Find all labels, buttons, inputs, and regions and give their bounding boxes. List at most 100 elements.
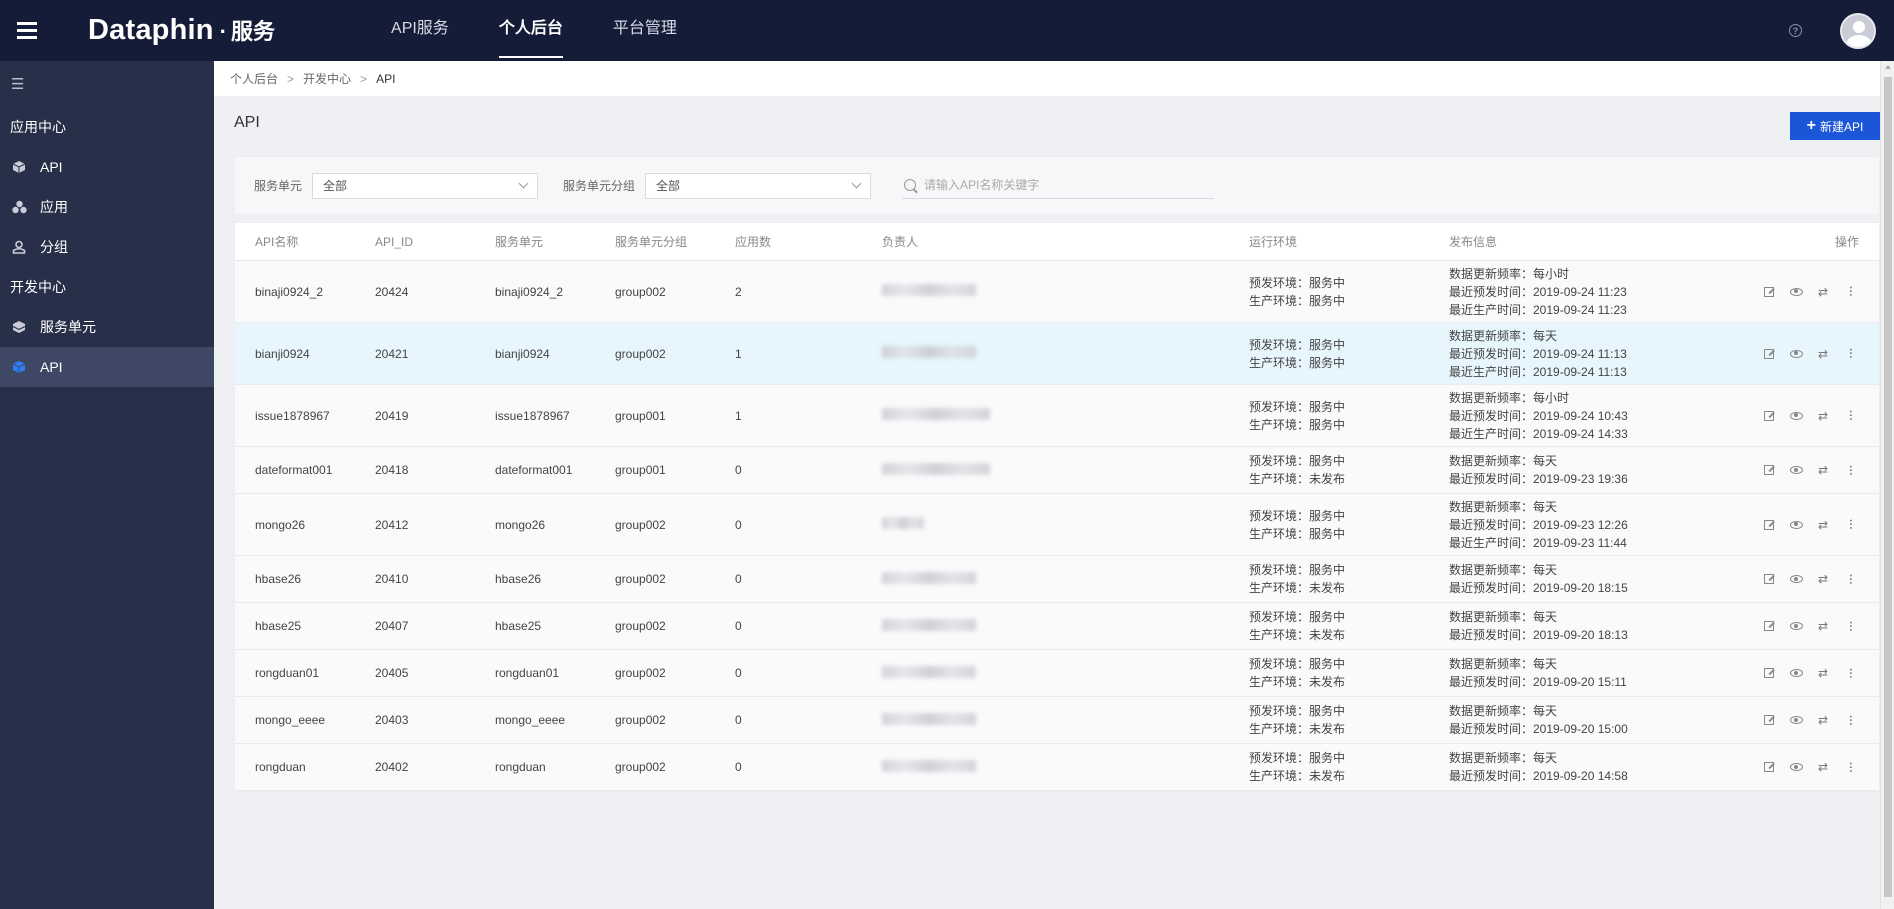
table-row[interactable]: mongo26 20412 mongo26 group002 0 预发环境：服务中 生产环境… bbox=[235, 494, 1879, 556]
swap-icon[interactable]: ⇄ bbox=[1817, 572, 1829, 586]
eye-icon[interactable] bbox=[1789, 409, 1803, 423]
edit-icon[interactable] bbox=[1762, 572, 1776, 586]
swap-icon[interactable]: ⇄ bbox=[1817, 408, 1829, 423]
sidebar-item-api-dev[interactable]: API bbox=[0, 347, 214, 387]
more-vertical-icon[interactable]: ··· bbox=[1844, 519, 1856, 530]
cell-api-name[interactable]: mongo_eeee bbox=[255, 713, 326, 727]
sidebar-item-group[interactable]: 分组 bbox=[0, 227, 214, 267]
table-row[interactable]: dateformat001 20418 dateformat001 group001 0… bbox=[235, 447, 1879, 494]
sidebar-item-api[interactable]: API bbox=[0, 147, 214, 187]
cell-api-name[interactable]: binaji0924_2 bbox=[255, 284, 324, 299]
publish-info: 数据更新频率：每天 bbox=[1449, 751, 1558, 765]
cell-service-unit: bianji0924 bbox=[495, 346, 550, 361]
col-header-id[interactable]: API_ID bbox=[375, 234, 414, 249]
eye-icon[interactable] bbox=[1789, 518, 1803, 532]
col-header-pub[interactable]: 发布信息 bbox=[1449, 234, 1498, 249]
cell-api-name[interactable]: mongo26 bbox=[255, 517, 306, 532]
swap-icon[interactable]: ⇄ bbox=[1817, 666, 1829, 680]
swap-icon[interactable]: ⇄ bbox=[1817, 760, 1829, 774]
col-header-name[interactable]: API名称 bbox=[255, 235, 299, 249]
more-vertical-icon[interactable]: ··· bbox=[1844, 573, 1856, 585]
cell-api-name[interactable]: hbase26 bbox=[255, 572, 302, 586]
table-row[interactable]: bianji0924 20421 bianji0924 group002 1 预发环境：服… bbox=[235, 323, 1879, 385]
edit-icon[interactable] bbox=[1762, 347, 1776, 361]
col-header-env[interactable]: 运行环境 bbox=[1249, 234, 1298, 249]
breadcrumb-item-dev-center[interactable]: 开发中心 bbox=[303, 72, 352, 86]
cell-owner bbox=[882, 618, 1249, 634]
swap-icon[interactable]: ⇄ bbox=[1817, 463, 1829, 477]
edit-icon[interactable] bbox=[1762, 285, 1776, 299]
page-scrollbar[interactable] bbox=[1880, 61, 1894, 909]
table-row[interactable]: hbase26 20410 hbase26 group002 0 预发环境：服务中 生产环境… bbox=[235, 556, 1879, 603]
cell-service-group: group002 bbox=[615, 666, 666, 680]
table-row[interactable]: hbase25 20407 hbase25 group002 0 预发环境：服务中 生产环境… bbox=[235, 603, 1879, 650]
more-vertical-icon[interactable]: ··· bbox=[1844, 714, 1856, 726]
nav-item-personal-console[interactable]: 个人后台 bbox=[498, 0, 563, 61]
swap-icon[interactable]: ⇄ bbox=[1817, 619, 1829, 633]
more-vertical-icon[interactable]: ··· bbox=[1844, 667, 1856, 679]
sidebar-item-service-unit[interactable]: 服务单元 bbox=[0, 307, 214, 347]
cell-api-name[interactable]: rongduan bbox=[255, 760, 306, 774]
cell-app-count: 0 bbox=[735, 760, 742, 774]
more-vertical-icon[interactable]: ··· bbox=[1844, 410, 1856, 421]
cell-env: 预发环境：服务中 生产环境：服务中 bbox=[1249, 336, 1449, 372]
scroll-up-arrow-icon[interactable] bbox=[1885, 65, 1891, 69]
swap-icon[interactable]: ⇄ bbox=[1817, 346, 1829, 361]
col-header-owner[interactable]: 负责人 bbox=[882, 235, 919, 249]
eye-icon[interactable] bbox=[1789, 619, 1803, 633]
edit-icon[interactable] bbox=[1762, 666, 1776, 680]
eye-icon[interactable] bbox=[1789, 572, 1803, 586]
edit-icon[interactable] bbox=[1762, 619, 1776, 633]
cell-api-name[interactable]: issue1878967 bbox=[255, 408, 330, 423]
more-vertical-icon[interactable]: ··· bbox=[1844, 348, 1856, 359]
edit-icon[interactable] bbox=[1762, 463, 1776, 477]
table-row[interactable]: rongduan01 20405 rongduan01 group002 0 预发环境：服… bbox=[235, 650, 1879, 697]
eye-icon[interactable] bbox=[1789, 463, 1803, 477]
search-input[interactable] bbox=[924, 178, 1215, 192]
table-row[interactable]: mongo_eeee 20403 mongo_eeee group002 0 预发环境：服… bbox=[235, 697, 1879, 744]
nav-item-platform-admin[interactable]: 平台管理 bbox=[612, 20, 677, 37]
more-vertical-icon[interactable]: ··· bbox=[1844, 620, 1856, 632]
help-icon[interactable]: ? bbox=[1789, 24, 1802, 37]
eye-icon[interactable] bbox=[1789, 713, 1803, 727]
table-row[interactable]: binaji0924_2 20424 binaji0924_2 group002 2 预发… bbox=[235, 261, 1879, 323]
menu-icon[interactable] bbox=[0, 0, 54, 61]
logo[interactable]: Dataphin · 服务 bbox=[88, 14, 275, 47]
new-api-button[interactable]: + 新建API bbox=[1790, 112, 1880, 140]
nav-item-api-service[interactable]: API服务 bbox=[391, 20, 449, 37]
eye-icon[interactable] bbox=[1789, 285, 1803, 299]
publish-info: 数据更新频率：每天 bbox=[1449, 610, 1558, 624]
breadcrumb-item-personal[interactable]: 个人后台 bbox=[230, 72, 279, 86]
swap-icon[interactable]: ⇄ bbox=[1817, 284, 1829, 299]
swap-icon[interactable]: ⇄ bbox=[1817, 713, 1829, 727]
cell-owner bbox=[882, 346, 1249, 361]
more-vertical-icon[interactable]: ··· bbox=[1844, 464, 1856, 476]
more-vertical-icon[interactable]: ··· bbox=[1844, 761, 1856, 773]
swap-icon[interactable]: ⇄ bbox=[1817, 517, 1829, 532]
edit-icon[interactable] bbox=[1762, 760, 1776, 774]
service-unit-select[interactable]: 全部 bbox=[312, 172, 539, 199]
edit-icon[interactable] bbox=[1762, 518, 1776, 532]
avatar[interactable] bbox=[1840, 12, 1876, 49]
col-header-unit[interactable]: 服务单元 bbox=[495, 235, 544, 249]
redacted-owner bbox=[882, 462, 990, 475]
cell-api-name[interactable]: hbase25 bbox=[255, 619, 302, 633]
eye-icon[interactable] bbox=[1789, 760, 1803, 774]
eye-icon[interactable] bbox=[1789, 666, 1803, 680]
eye-icon[interactable] bbox=[1789, 347, 1803, 361]
scroll-thumb[interactable] bbox=[1884, 77, 1892, 897]
edit-icon[interactable] bbox=[1762, 713, 1776, 727]
sidebar-item-apps[interactable]: 应用 bbox=[0, 187, 214, 227]
table-row[interactable]: rongduan 20402 rongduan group002 0 预发环境：服务中 生产… bbox=[235, 744, 1879, 791]
cell-api-name[interactable]: rongduan01 bbox=[255, 666, 320, 680]
more-vertical-icon[interactable]: ··· bbox=[1844, 286, 1856, 297]
col-header-group[interactable]: 服务单元分组 bbox=[615, 235, 688, 249]
service-unit-group-value: 全部 bbox=[656, 179, 681, 193]
sidebar-collapse-icon[interactable]: ☰ bbox=[11, 76, 25, 93]
cell-api-name[interactable]: dateformat001 bbox=[255, 463, 333, 477]
edit-icon[interactable] bbox=[1762, 409, 1776, 423]
col-header-apps[interactable]: 应用数 bbox=[735, 235, 772, 249]
table-row[interactable]: issue1878967 20419 issue1878967 group001 1 预发… bbox=[235, 385, 1879, 447]
cell-api-name[interactable]: bianji0924 bbox=[255, 346, 310, 361]
service-unit-group-select[interactable]: 全部 bbox=[645, 172, 872, 199]
